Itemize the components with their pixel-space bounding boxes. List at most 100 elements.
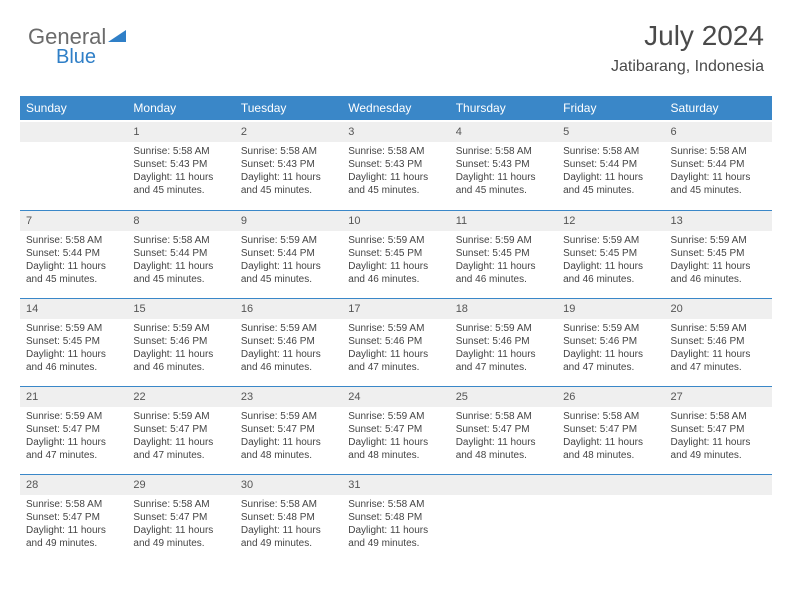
day-number: 6 (665, 122, 772, 142)
daylight-line: Daylight: 11 hours and 45 minutes. (671, 171, 766, 197)
sunset-line: Sunset: 5:43 PM (348, 158, 443, 171)
day-data: Sunrise: 5:58 AMSunset: 5:44 PMDaylight:… (557, 142, 664, 203)
sunset-line: Sunset: 5:47 PM (133, 423, 228, 436)
page-title: July 2024 (611, 20, 764, 52)
sunset-line: Sunset: 5:44 PM (26, 247, 121, 260)
logo: General Blue (28, 24, 128, 50)
day-data: Sunrise: 5:58 AMSunset: 5:47 PMDaylight:… (665, 407, 772, 468)
calendar-day-cell: 18Sunrise: 5:59 AMSunset: 5:46 PMDayligh… (450, 297, 557, 385)
daylight-line: Daylight: 11 hours and 47 minutes. (133, 436, 228, 462)
daylight-line: Daylight: 11 hours and 48 minutes. (241, 436, 336, 462)
day-number: 16 (235, 298, 342, 319)
day-number: 17 (342, 298, 449, 319)
weekday-header: Sunday (20, 96, 127, 121)
sunrise-line: Sunrise: 5:59 AM (26, 410, 121, 423)
sunset-line: Sunset: 5:45 PM (456, 247, 551, 260)
weekday-header: Thursday (450, 96, 557, 121)
daylight-line: Daylight: 11 hours and 47 minutes. (563, 348, 658, 374)
day-number: 20 (665, 298, 772, 319)
calendar-week-row: 14Sunrise: 5:59 AMSunset: 5:45 PMDayligh… (20, 297, 772, 385)
daylight-line: Daylight: 11 hours and 49 minutes. (26, 524, 121, 550)
sunrise-line: Sunrise: 5:59 AM (133, 322, 228, 335)
sunrise-line: Sunrise: 5:59 AM (348, 410, 443, 423)
day-data: Sunrise: 5:58 AMSunset: 5:44 PMDaylight:… (127, 231, 234, 292)
daylight-line: Daylight: 11 hours and 46 minutes. (348, 260, 443, 286)
calendar-day-cell: 8Sunrise: 5:58 AMSunset: 5:44 PMDaylight… (127, 209, 234, 297)
daylight-line: Daylight: 11 hours and 46 minutes. (563, 260, 658, 286)
sunset-line: Sunset: 5:47 PM (26, 511, 121, 524)
daylight-line: Daylight: 11 hours and 45 minutes. (348, 171, 443, 197)
calendar-week-row: 28Sunrise: 5:58 AMSunset: 5:47 PMDayligh… (20, 473, 772, 561)
calendar-day-cell: 29Sunrise: 5:58 AMSunset: 5:47 PMDayligh… (127, 473, 234, 561)
sunrise-line: Sunrise: 5:58 AM (456, 145, 551, 158)
daylight-line: Daylight: 11 hours and 45 minutes. (133, 260, 228, 286)
day-number: 26 (557, 386, 664, 407)
calendar-day-cell (665, 473, 772, 561)
day-data: Sunrise: 5:59 AMSunset: 5:45 PMDaylight:… (450, 231, 557, 292)
sunset-line: Sunset: 5:47 PM (133, 511, 228, 524)
day-number: 18 (450, 298, 557, 319)
daylight-line: Daylight: 11 hours and 46 minutes. (26, 348, 121, 374)
sunset-line: Sunset: 5:43 PM (456, 158, 551, 171)
sunrise-line: Sunrise: 5:58 AM (133, 498, 228, 511)
calendar-day-cell: 21Sunrise: 5:59 AMSunset: 5:47 PMDayligh… (20, 385, 127, 473)
calendar-week-row: 7Sunrise: 5:58 AMSunset: 5:44 PMDaylight… (20, 209, 772, 297)
sunrise-line: Sunrise: 5:58 AM (26, 498, 121, 511)
day-number (20, 122, 127, 142)
calendar-day-cell: 26Sunrise: 5:58 AMSunset: 5:47 PMDayligh… (557, 385, 664, 473)
day-data: Sunrise: 5:59 AMSunset: 5:47 PMDaylight:… (235, 407, 342, 468)
day-number: 11 (450, 210, 557, 231)
calendar-day-cell (450, 473, 557, 561)
day-data: Sunrise: 5:59 AMSunset: 5:47 PMDaylight:… (20, 407, 127, 468)
sunset-line: Sunset: 5:47 PM (26, 423, 121, 436)
day-number (665, 474, 772, 495)
calendar-day-cell: 16Sunrise: 5:59 AMSunset: 5:46 PMDayligh… (235, 297, 342, 385)
location-label: Jatibarang, Indonesia (611, 58, 764, 76)
calendar-day-cell: 7Sunrise: 5:58 AMSunset: 5:44 PMDaylight… (20, 209, 127, 297)
sunrise-line: Sunrise: 5:59 AM (133, 410, 228, 423)
day-data: Sunrise: 5:58 AMSunset: 5:48 PMDaylight:… (342, 495, 449, 556)
calendar-day-cell: 19Sunrise: 5:59 AMSunset: 5:46 PMDayligh… (557, 297, 664, 385)
calendar-day-cell: 6 Sunrise: 5:58 AMSunset: 5:44 PMDaylight… (665, 121, 772, 209)
sunset-line: Sunset: 5:44 PM (133, 247, 228, 260)
day-data: Sunrise: 5:59 AMSunset: 5:46 PMDaylight:… (450, 319, 557, 380)
sunrise-line: Sunrise: 5:58 AM (671, 145, 766, 158)
sunset-line: Sunset: 5:44 PM (563, 158, 658, 171)
sunset-line: Sunset: 5:46 PM (348, 335, 443, 348)
calendar-day-cell: 20Sunrise: 5:59 AMSunset: 5:46 PMDayligh… (665, 297, 772, 385)
calendar-day-cell: 30Sunrise: 5:58 AMSunset: 5:48 PMDayligh… (235, 473, 342, 561)
sunset-line: Sunset: 5:48 PM (348, 511, 443, 524)
calendar-day-cell: 5Sunrise: 5:58 AMSunset: 5:44 PMDaylight… (557, 121, 664, 209)
day-number: 1 (127, 122, 234, 142)
calendar-day-cell: 12Sunrise: 5:59 AMSunset: 5:45 PMDayligh… (557, 209, 664, 297)
day-number: 2 (235, 122, 342, 142)
day-number: 19 (557, 298, 664, 319)
daylight-line: Daylight: 11 hours and 47 minutes. (348, 348, 443, 374)
calendar-day-cell: 25Sunrise: 5:58 AMSunset: 5:47 PMDayligh… (450, 385, 557, 473)
sunrise-line: Sunrise: 5:58 AM (241, 145, 336, 158)
day-number: 31 (342, 474, 449, 495)
sunrise-line: Sunrise: 5:58 AM (133, 234, 228, 247)
sunset-line: Sunset: 5:45 PM (563, 247, 658, 260)
daylight-line: Daylight: 11 hours and 49 minutes. (348, 524, 443, 550)
sunset-line: Sunset: 5:45 PM (26, 335, 121, 348)
sunrise-line: Sunrise: 5:59 AM (348, 322, 443, 335)
sunrise-line: Sunrise: 5:59 AM (671, 234, 766, 247)
sunrise-line: Sunrise: 5:59 AM (241, 234, 336, 247)
sunset-line: Sunset: 5:48 PM (241, 511, 336, 524)
sunrise-line: Sunrise: 5:59 AM (241, 322, 336, 335)
sunset-line: Sunset: 5:43 PM (241, 158, 336, 171)
sunset-line: Sunset: 5:44 PM (671, 158, 766, 171)
calendar-day-cell: 24Sunrise: 5:59 AMSunset: 5:47 PMDayligh… (342, 385, 449, 473)
sunrise-line: Sunrise: 5:58 AM (671, 410, 766, 423)
sunrise-line: Sunrise: 5:58 AM (241, 498, 336, 511)
day-number: 14 (20, 298, 127, 319)
day-number: 25 (450, 386, 557, 407)
sunset-line: Sunset: 5:44 PM (241, 247, 336, 260)
daylight-line: Daylight: 11 hours and 49 minutes. (671, 436, 766, 462)
daylight-line: Daylight: 11 hours and 47 minutes. (671, 348, 766, 374)
day-data: Sunrise: 5:59 AMSunset: 5:45 PMDaylight:… (557, 231, 664, 292)
daylight-line: Daylight: 11 hours and 45 minutes. (241, 171, 336, 197)
daylight-line: Daylight: 11 hours and 48 minutes. (348, 436, 443, 462)
day-number: 30 (235, 474, 342, 495)
